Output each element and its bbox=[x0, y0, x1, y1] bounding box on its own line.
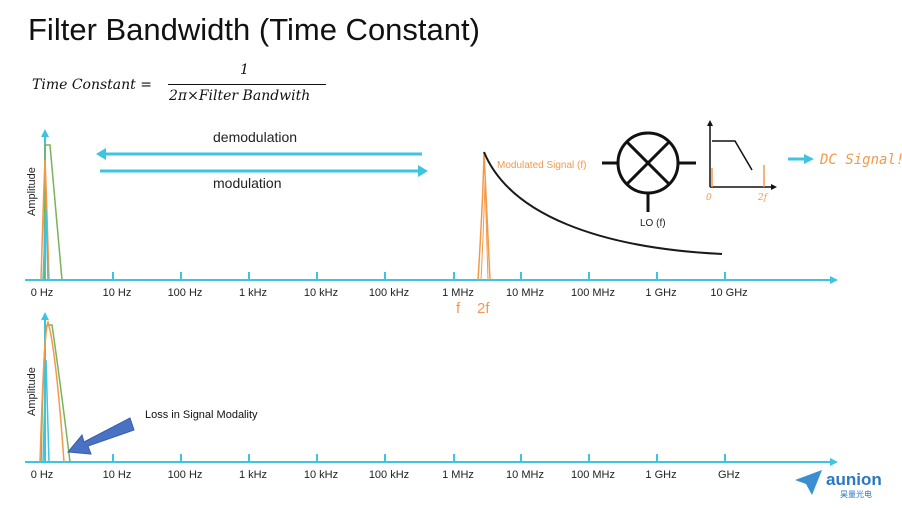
top-orange-baseband bbox=[40, 159, 50, 281]
decay-curve bbox=[483, 151, 723, 255]
tick-label: GHz bbox=[718, 469, 740, 481]
demodulation-arrowhead bbox=[96, 148, 106, 160]
demodulation-label: demodulation bbox=[213, 129, 297, 145]
bottom-cyan-spike bbox=[42, 359, 50, 463]
tick-label: 10 GHz bbox=[710, 287, 747, 299]
modulation-label: modulation bbox=[213, 175, 282, 191]
formula-numerator: 1 bbox=[240, 62, 249, 78]
tick-label: 10 Hz bbox=[103, 287, 132, 299]
tick-label: 100 Hz bbox=[168, 287, 203, 299]
tick-label: 10 kHz bbox=[304, 469, 338, 481]
aunion-logo-icon bbox=[795, 470, 822, 495]
top-panel: 0 Hz 10 Hz 100 Hz 1 kHz 10 kHz 100 kHz 1 MHz 10… bbox=[25, 120, 902, 317]
filter-response bbox=[712, 140, 753, 171]
top-cyan-spike bbox=[42, 209, 49, 281]
top-y-axis-arrowhead bbox=[41, 129, 49, 137]
formula-lhs: Time Constant = bbox=[32, 77, 152, 93]
tick-label: 1 kHz bbox=[239, 287, 267, 299]
tick-label: 10 kHz bbox=[304, 287, 338, 299]
top-ticks bbox=[112, 272, 726, 280]
lo-label: LO (f) bbox=[640, 218, 666, 229]
tick-label: 1 GHz bbox=[645, 469, 676, 481]
tick-label: 0 Hz bbox=[31, 287, 54, 299]
tick-label: 100 Hz bbox=[168, 469, 203, 481]
formula-denominator: 2π×Filter Bandwith bbox=[169, 88, 311, 104]
watermark-subtext: 昊量光电 bbox=[840, 489, 872, 499]
tick-label: 100 kHz bbox=[369, 287, 409, 299]
tick-label: 100 MHz bbox=[571, 469, 615, 481]
watermark: aunion 昊量光电 bbox=[795, 470, 882, 499]
output-arrowhead bbox=[804, 154, 814, 164]
formula-fraction-bar bbox=[168, 84, 326, 85]
top-x-axis-arrowhead bbox=[830, 276, 838, 284]
tick-label: 10 MHz bbox=[506, 469, 544, 481]
bottom-tick-labels: 0 Hz 10 Hz 100 Hz 1 kHz 10 kHz 100 kHz 1 MHz 10… bbox=[31, 469, 740, 481]
loss-pointer-arrow bbox=[67, 417, 135, 455]
tick-label: 1 GHz bbox=[645, 287, 676, 299]
slide-title: Filter Bandwidth (Time Constant) bbox=[28, 12, 480, 47]
filter-label-0: 0 bbox=[706, 193, 712, 203]
tick-label: 100 MHz bbox=[571, 287, 615, 299]
tick-label: 10 Hz bbox=[103, 469, 132, 481]
top-tick-labels: 0 Hz 10 Hz 100 Hz 1 kHz 10 kHz 100 kHz 1 MHz 10… bbox=[31, 287, 748, 299]
mixer-cross-b bbox=[625, 140, 671, 186]
tick-label: 1 kHz bbox=[239, 469, 267, 481]
modulated-peak-inner bbox=[480, 179, 489, 281]
tick-label: 1 MHz bbox=[442, 469, 474, 481]
loss-annotation: Loss in Signal Modality bbox=[145, 409, 258, 421]
tick-label: 10 MHz bbox=[506, 287, 544, 299]
bottom-y-axis-arrowhead bbox=[41, 312, 49, 320]
filter-x-arrowhead bbox=[771, 184, 777, 190]
freq-marker-2f: 2f bbox=[477, 300, 490, 317]
bottom-ticks bbox=[112, 454, 726, 462]
filter-label-2f: 2f bbox=[757, 193, 769, 203]
dc-signal-label: DC Signal! bbox=[819, 152, 902, 168]
freq-marker-f: f bbox=[456, 300, 461, 317]
bottom-orange-signal bbox=[39, 319, 65, 463]
modulated-signal-label: Modulated Signal (f) bbox=[497, 160, 587, 171]
tick-label: 1 MHz bbox=[442, 287, 474, 299]
top-green-baseband bbox=[43, 144, 63, 281]
bottom-x-axis-arrowhead bbox=[830, 458, 838, 466]
tick-label: 100 kHz bbox=[369, 469, 409, 481]
bottom-panel: 0 Hz 10 Hz 100 Hz 1 kHz 10 kHz 100 kHz 1 MHz 10… bbox=[25, 312, 838, 481]
modulation-arrowhead bbox=[418, 165, 428, 177]
tick-label: 0 Hz bbox=[31, 469, 54, 481]
watermark-brand: aunion bbox=[826, 470, 882, 489]
bottom-ylabel: Amplitude bbox=[26, 367, 38, 416]
filter-y-arrowhead bbox=[707, 120, 713, 126]
top-ylabel: Amplitude bbox=[26, 167, 38, 216]
